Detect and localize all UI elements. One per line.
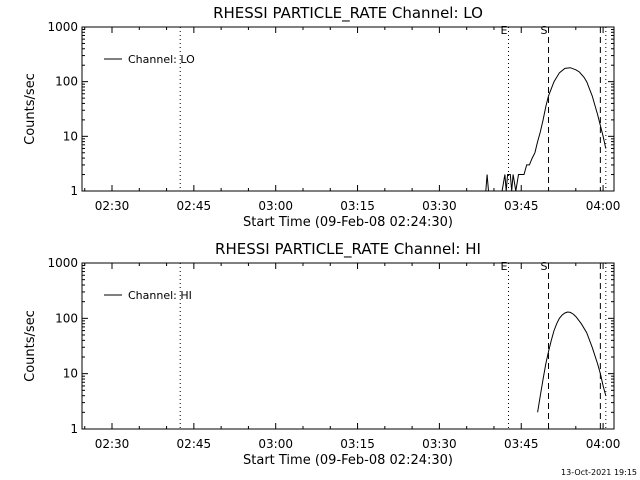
y-tick-label: 1000 xyxy=(47,256,78,270)
event-marker-label: S xyxy=(541,24,548,37)
x-tick-label: 04:00 xyxy=(586,437,621,451)
legend-entry: Channel: HI xyxy=(128,289,192,302)
x-tick-label: 03:15 xyxy=(340,199,375,213)
chart-title: RHESSI PARTICLE_RATE Channel: LO xyxy=(213,4,483,23)
y-tick-label: 1 xyxy=(70,184,78,198)
x-tick-label: 02:45 xyxy=(177,437,212,451)
x-tick-label: 03:00 xyxy=(258,437,293,451)
y-tick-label: 10 xyxy=(63,129,78,143)
y-axis-label: Counts/sec xyxy=(23,73,38,145)
x-axis-label: Start Time (09-Feb-08 02:24:30) xyxy=(243,453,453,468)
y-tick-label: 100 xyxy=(55,311,78,325)
x-tick-label: 02:30 xyxy=(95,199,130,213)
footer-date: 13-Oct-2021 19:15 xyxy=(561,468,637,477)
y-axis-label: Counts/sec xyxy=(23,310,38,382)
x-tick-label: 03:30 xyxy=(422,437,457,451)
x-tick-label: 03:00 xyxy=(258,199,293,213)
x-tick-label: 03:45 xyxy=(504,437,539,451)
legend-entry: Channel: LO xyxy=(128,53,195,66)
x-axis-label: Start Time (09-Feb-08 02:24:30) xyxy=(243,215,453,230)
y-tick-label: 100 xyxy=(55,75,78,89)
x-tick-label: 03:30 xyxy=(422,199,457,213)
event-marker-label: E xyxy=(501,260,508,273)
x-tick-label: 04:00 xyxy=(586,199,621,213)
event-marker-label: E xyxy=(501,24,508,37)
chart-panel-1: RHESSI PARTICLE_RATE Channel: LO Start Ti… xyxy=(23,4,620,230)
plot-frame xyxy=(81,262,615,430)
event-marker-label: S xyxy=(541,260,548,273)
x-tick-label: 03:45 xyxy=(504,199,539,213)
x-tick-label: 03:15 xyxy=(340,437,375,451)
chart-title: RHESSI PARTICLE_RATE Channel: HI xyxy=(215,240,481,259)
x-tick-label: 02:30 xyxy=(95,437,130,451)
x-tick-label: 02:45 xyxy=(177,199,212,213)
chart-panel-2: RHESSI PARTICLE_RATE Channel: HI Start Ti… xyxy=(23,240,620,468)
y-tick-label: 1 xyxy=(70,422,78,436)
y-tick-label: 10 xyxy=(63,367,78,381)
series-line xyxy=(485,67,607,192)
plot-frame xyxy=(81,26,615,192)
series-line xyxy=(537,311,607,413)
y-tick-label: 1000 xyxy=(47,20,78,34)
